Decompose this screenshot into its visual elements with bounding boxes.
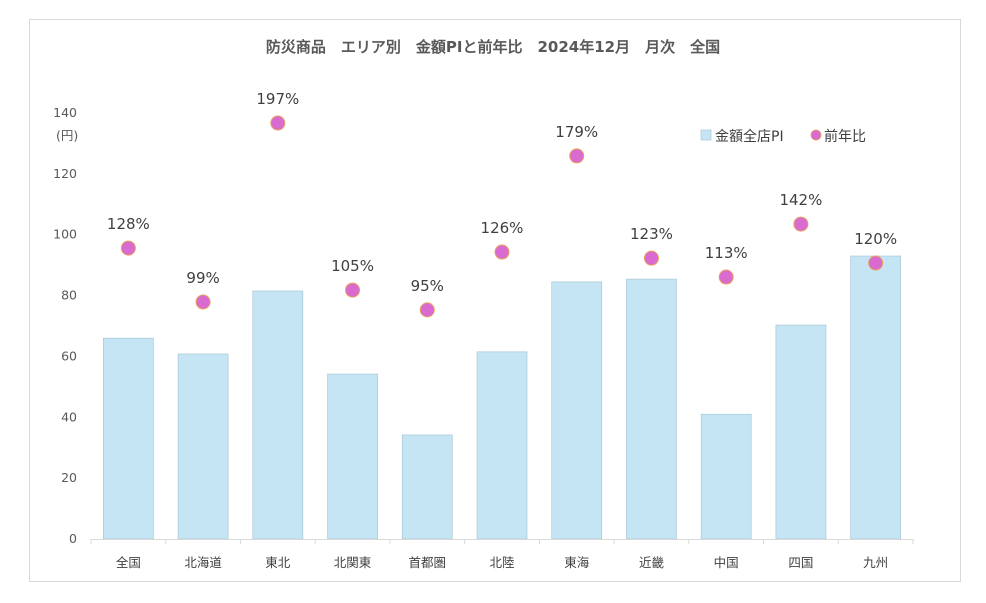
yoy-point bbox=[793, 216, 809, 232]
x-tick-label: 近畿 bbox=[639, 555, 665, 570]
data-label: 128% bbox=[107, 215, 150, 233]
yoy-point bbox=[195, 294, 211, 310]
y-tick-label: 0 bbox=[69, 531, 77, 546]
bar bbox=[700, 413, 752, 540]
y-axis-label: (円) bbox=[56, 128, 78, 143]
chart-frame bbox=[29, 19, 961, 582]
y-tick-label: 60 bbox=[61, 348, 77, 363]
x-tick-label: 北関東 bbox=[334, 555, 372, 570]
bar bbox=[177, 353, 229, 540]
bar bbox=[775, 324, 827, 540]
data-label: 95% bbox=[411, 277, 444, 295]
y-tick-label: 140 bbox=[53, 105, 77, 120]
yoy-point bbox=[494, 244, 510, 260]
x-tick-label: 全国 bbox=[116, 555, 141, 570]
x-tick-label: 北陸 bbox=[489, 555, 514, 570]
yoy-point bbox=[270, 115, 286, 131]
x-tick-label: 首都圏 bbox=[409, 555, 447, 570]
legend-dot-label: 前年比 bbox=[824, 128, 866, 145]
legend-bar-label: 金額全店PI bbox=[715, 128, 784, 145]
yoy-point bbox=[868, 255, 884, 271]
y-tick-label: 40 bbox=[61, 409, 77, 424]
bar bbox=[850, 255, 901, 540]
x-tick-label: 九州 bbox=[863, 555, 888, 570]
y-tick-label: 100 bbox=[53, 227, 77, 242]
bar bbox=[401, 434, 453, 540]
bar bbox=[252, 290, 304, 540]
y-tick-label: 80 bbox=[61, 288, 77, 303]
y-tick-label: 20 bbox=[61, 470, 77, 485]
data-label: 120% bbox=[854, 230, 897, 248]
yoy-point bbox=[345, 282, 361, 298]
yoy-point bbox=[569, 148, 585, 164]
bar bbox=[476, 351, 528, 540]
bar bbox=[327, 373, 378, 540]
bar bbox=[551, 281, 603, 540]
legend: 金額全店PI 前年比 bbox=[700, 128, 866, 145]
data-label: 99% bbox=[186, 269, 219, 287]
x-tick-label: 四国 bbox=[788, 555, 813, 570]
data-label: 123% bbox=[630, 225, 673, 243]
data-label: 197% bbox=[256, 90, 299, 108]
yoy-point bbox=[419, 302, 435, 318]
data-label: 126% bbox=[481, 219, 524, 237]
x-tick-label: 東海 bbox=[564, 555, 590, 570]
legend-dot-swatch bbox=[810, 129, 822, 141]
chart-title: 防災商品 エリア別 金額PIと前年比 2024年12月 月次 全国 bbox=[266, 38, 720, 56]
y-tick-label: 120 bbox=[53, 166, 77, 181]
x-tick-label: 東北 bbox=[265, 555, 291, 570]
data-label: 113% bbox=[705, 244, 748, 262]
yoy-point bbox=[120, 240, 136, 256]
legend-bar-swatch bbox=[700, 129, 712, 141]
x-tick-label: 中国 bbox=[714, 555, 739, 570]
yoy-point bbox=[643, 250, 659, 266]
data-label: 179% bbox=[555, 123, 598, 141]
bar bbox=[626, 278, 677, 540]
bar bbox=[103, 337, 154, 540]
x-tick-label: 北海道 bbox=[184, 555, 222, 570]
yoy-point bbox=[718, 269, 734, 285]
data-label: 105% bbox=[331, 257, 374, 275]
data-label: 142% bbox=[779, 191, 822, 209]
